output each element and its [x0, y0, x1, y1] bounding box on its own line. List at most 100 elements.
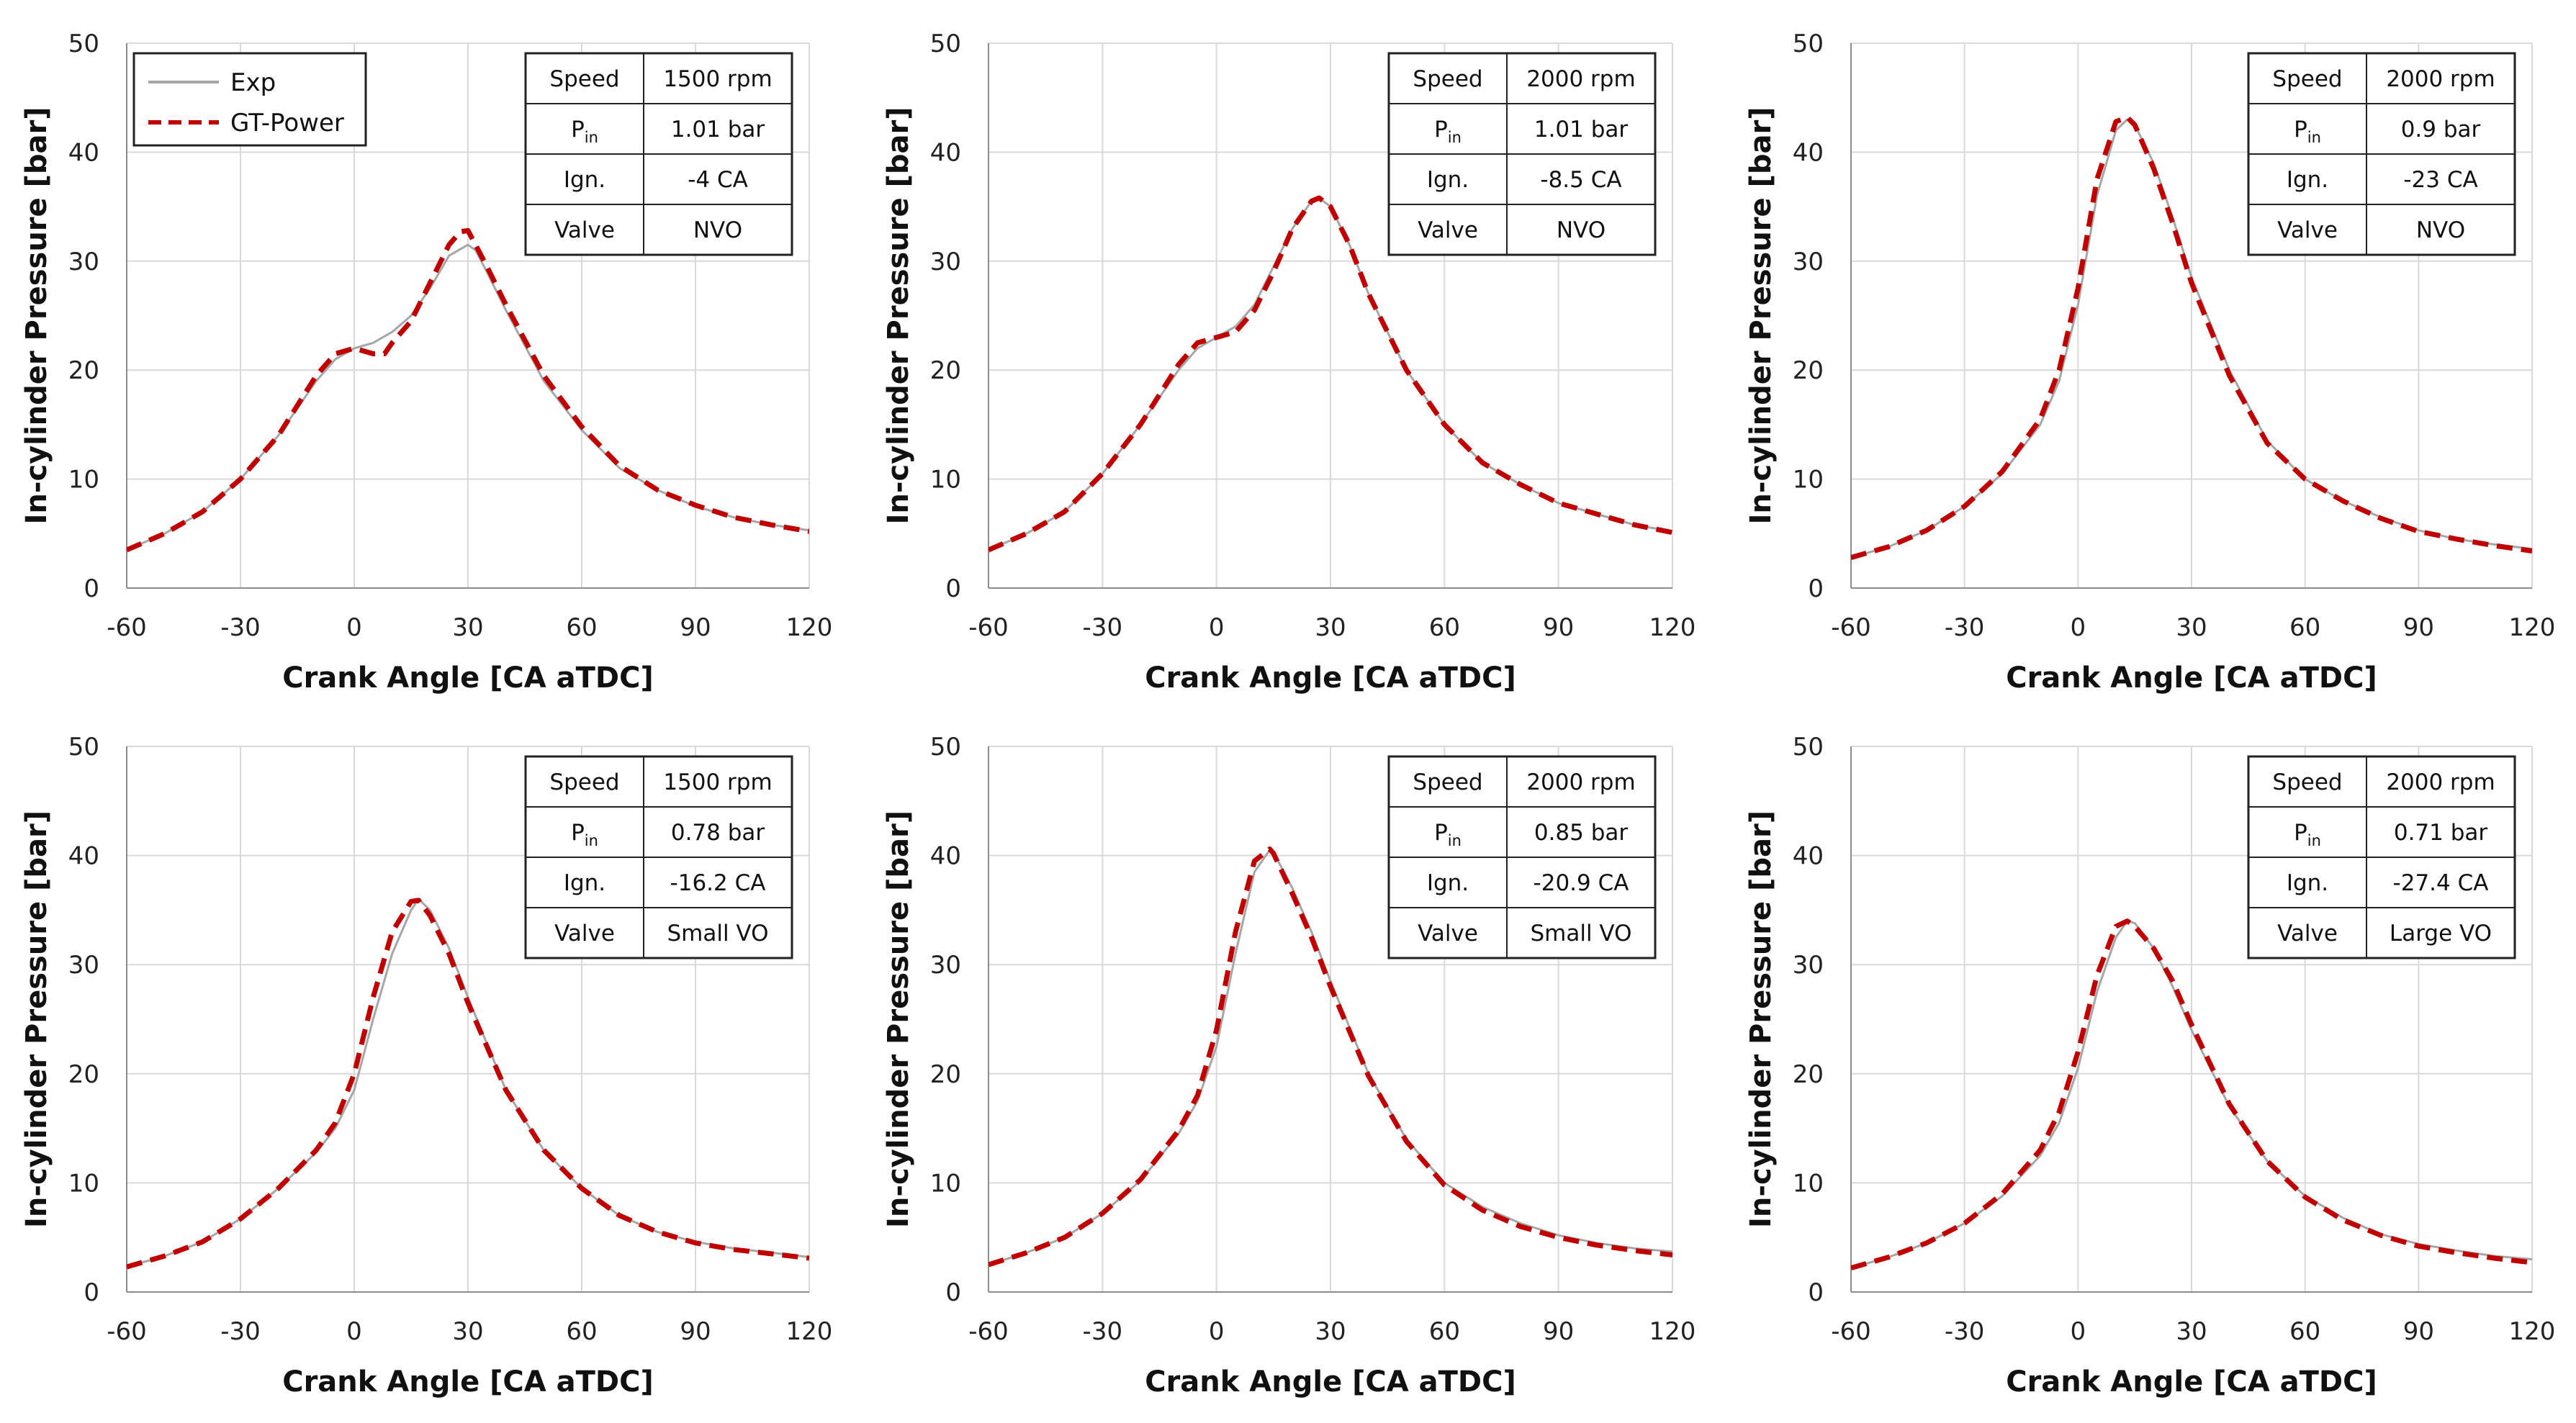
- y-tick-label: 10: [930, 466, 961, 494]
- table-value: -8.5 CA: [1540, 167, 1621, 193]
- chart-panel-3: -60 -30 0 30 60 90 120 0 10 20 30 40 50 Crank Angle […: [1744, 30, 2555, 695]
- table-value: Small VO: [1530, 921, 1631, 947]
- x-tick-label: 120: [786, 1317, 833, 1346]
- y-axis-title: In-cylinder Pressure [bar]: [20, 107, 53, 524]
- conditions-table: Speed 1500 rpm Pin 0.78 bar Ign. -16.2 CA Valv…: [524, 755, 793, 959]
- y-tick-label: 20: [930, 356, 961, 385]
- y-tick-label: 40: [1793, 842, 1824, 871]
- table-label-valve: Valve: [1418, 217, 1478, 243]
- y-tick-label: 0: [84, 574, 99, 603]
- table-value: 2000 rpm: [2386, 66, 2495, 92]
- series-gt-power-line: [1851, 918, 2532, 1270]
- series-gt-power-line: [1851, 114, 2532, 560]
- table-value: -23 CA: [2403, 167, 2477, 193]
- y-tick-label: 0: [84, 1278, 99, 1307]
- y-tick-label: 50: [1793, 30, 1824, 58]
- table-value: NVO: [2416, 217, 2465, 243]
- table-value: Small VO: [667, 921, 768, 947]
- table-label-speed: Speed: [549, 66, 619, 92]
- y-tick-label: 30: [1793, 951, 1824, 980]
- y-tick-label: 0: [945, 1278, 961, 1307]
- table-value: 0.9 bar: [2401, 117, 2481, 143]
- x-tick-label: 90: [1543, 613, 1574, 642]
- x-axis-title: Crank Angle [CA aTDC]: [2006, 661, 2377, 695]
- y-tick-label: 40: [1793, 138, 1824, 167]
- y-tick-label: 50: [930, 733, 961, 762]
- y-tick-label: 10: [68, 466, 99, 494]
- table-label-speed: Speed: [1413, 66, 1482, 92]
- conditions-table: Speed 2000 rpm Pin 1.01 bar Ign. -8.5 CA Valve…: [1387, 52, 1657, 256]
- y-tick-label: 20: [1793, 1060, 1824, 1089]
- x-tick-label: 90: [680, 613, 711, 642]
- series-gt-power-line: [988, 846, 1672, 1268]
- legend: Exp GT-Power: [132, 52, 367, 147]
- y-tick-label: 0: [1808, 1278, 1824, 1307]
- y-tick-label: 20: [68, 356, 99, 385]
- conditions-table: Speed 2000 rpm Pin 0.9 bar Ign. -23 CA Valve NV…: [2247, 52, 2516, 256]
- table-label-pin: Pin: [1434, 820, 1462, 849]
- x-tick-label: 90: [2403, 613, 2434, 642]
- x-tick-label: -60: [968, 1317, 1009, 1346]
- y-tick-label: 40: [68, 842, 99, 871]
- legend-border: [132, 52, 367, 147]
- y-axis-title: In-cylinder Pressure [bar]: [20, 810, 53, 1228]
- series-gt-power-line: [127, 227, 809, 553]
- x-tick-label: -30: [1083, 1317, 1123, 1346]
- y-tick-label: 50: [1793, 733, 1824, 762]
- x-tick-label: 60: [566, 1317, 597, 1346]
- table-value: -20.9 CA: [1534, 870, 1629, 896]
- x-tick-label: 90: [2403, 1317, 2434, 1346]
- table-value: -4 CA: [688, 167, 748, 193]
- y-tick-label: 20: [930, 1060, 961, 1089]
- y-tick-label: 10: [68, 1169, 99, 1198]
- conditions-table: Speed 2000 rpm Pin 0.71 bar Ign. -27.4 CA Valv…: [2247, 755, 2516, 959]
- x-tick-label: 120: [786, 613, 833, 642]
- x-tick-label: 60: [1429, 1317, 1460, 1346]
- y-tick-label: 20: [68, 1060, 99, 1089]
- table-value: -16.2 CA: [670, 870, 766, 896]
- x-tick-label: 60: [1429, 613, 1460, 642]
- series-gt-power-line: [988, 195, 1672, 553]
- x-axis-title: Crank Angle [CA aTDC]: [282, 661, 654, 695]
- chart-panel-2: -60 -30 0 30 60 90 120 0 10 20 30 40 50 Crank Angle […: [882, 30, 1695, 695]
- table-value: 1.01 bar: [1534, 117, 1629, 143]
- table-value: 1500 rpm: [663, 66, 772, 92]
- table-label-pin: Pin: [1434, 117, 1462, 146]
- table-value: 1500 rpm: [663, 769, 772, 795]
- x-tick-label: 120: [1649, 613, 1696, 642]
- y-tick-label: 30: [68, 951, 99, 980]
- legend-gt-power-label: GT-Power: [230, 109, 344, 137]
- chart-panel-6: -60 -30 0 30 60 90 120 0 10 20 30 40 50 Crank Angle […: [1744, 733, 2555, 1399]
- table-label-ign: Ign.: [1427, 870, 1469, 896]
- y-tick-label: 30: [1793, 248, 1824, 276]
- x-tick-label: -60: [968, 613, 1009, 642]
- table-label-speed: Speed: [1413, 769, 1482, 795]
- y-tick-label: 40: [930, 138, 961, 167]
- x-axis-title: Crank Angle [CA aTDC]: [2006, 1365, 2377, 1399]
- x-tick-label: 0: [346, 1317, 362, 1346]
- y-tick-label: 0: [945, 574, 961, 603]
- x-tick-label: 30: [1315, 1317, 1346, 1346]
- x-axis-title: Crank Angle [CA aTDC]: [1145, 661, 1516, 695]
- chart-panel-4: -60 -30 0 30 60 90 120 0 10 20 30 40 50 Crank Angle […: [20, 733, 832, 1399]
- y-tick-label: 40: [68, 138, 99, 167]
- table-label-ign: Ign.: [564, 870, 605, 896]
- conditions-table: Speed 2000 rpm Pin 0.85 bar Ign. -20.9 CA Valv…: [1387, 755, 1657, 959]
- y-axis-title: In-cylinder Pressure [bar]: [882, 107, 915, 524]
- y-tick-label: 10: [930, 1169, 961, 1198]
- y-tick-label: 0: [1808, 574, 1824, 603]
- table-value: Large VO: [2390, 921, 2492, 947]
- x-tick-label: 60: [2289, 1317, 2320, 1346]
- x-tick-label: -30: [1945, 1317, 1985, 1346]
- y-axis-title: In-cylinder Pressure [bar]: [882, 810, 915, 1228]
- y-tick-label: 50: [68, 30, 99, 58]
- y-tick-label: 40: [930, 842, 961, 871]
- x-tick-label: -60: [1831, 613, 1871, 642]
- table-label-valve: Valve: [554, 217, 615, 243]
- table-value: 0.85 bar: [1534, 820, 1629, 846]
- x-tick-label: 0: [346, 613, 362, 642]
- y-axis-title: In-cylinder Pressure [bar]: [1744, 810, 1778, 1228]
- table-value: -27.4 CA: [2393, 870, 2489, 896]
- x-tick-label: 0: [2071, 613, 2086, 642]
- x-tick-label: 0: [2071, 1317, 2086, 1346]
